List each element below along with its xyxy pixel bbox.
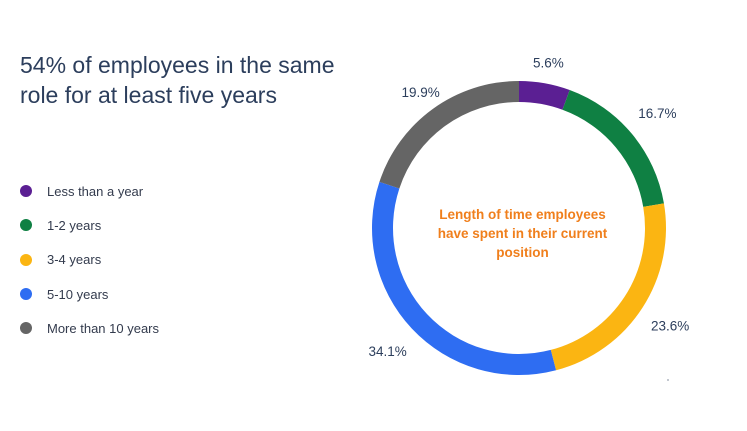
legend-item-3-4-years: 3-4 years	[20, 243, 159, 277]
donut-slice-3-4-years	[550, 203, 667, 371]
legend-label: 3-4 years	[47, 252, 102, 268]
donut-center-label: Length of time employees have spent in t…	[405, 205, 640, 262]
center-label-line-1: Length of time employees	[439, 207, 606, 222]
legend-item-1-2-years: 1-2 years	[20, 208, 159, 242]
center-label-line-3: position	[496, 245, 549, 260]
legend-swatch	[20, 288, 32, 301]
legend-swatch	[20, 219, 32, 232]
slice-value-label-less-than-a-year: 5.6%	[533, 56, 564, 71]
slice-value-label-more-than-10-years: 19.9%	[401, 85, 439, 100]
center-label-line-2: have spent in their current	[437, 226, 608, 241]
legend-label: 5-10 years	[47, 286, 109, 302]
legend-swatch	[20, 322, 32, 335]
donut-slice-more-than-10-years	[379, 81, 519, 189]
donut-slice-1-2-years	[562, 90, 664, 207]
chart-legend: Less than a year 1-2 years 3-4 years 5-1…	[20, 174, 159, 345]
legend-swatch	[20, 253, 32, 266]
slice-value-labels: 5.6% 16.7% 23.6% 34.1% 19.9%	[369, 56, 690, 360]
slice-value-label-5-10-years: 34.1%	[369, 344, 407, 359]
legend-item-5-10-years: 5-10 years	[20, 277, 159, 311]
legend-label: 1-2 years	[47, 217, 102, 233]
decorative-dot	[667, 379, 669, 381]
donut-slice-5-10-years	[372, 181, 557, 375]
donut-slice-less-than-a-year	[519, 81, 570, 110]
legend-swatch	[20, 185, 32, 198]
legend-item-less-than-a-year: Less than a year	[20, 174, 159, 208]
slice-value-label-1-2-years: 16.7%	[638, 106, 676, 121]
legend-label: More than 10 years	[47, 320, 160, 336]
legend-item-more-than-10-years: More than 10 years	[20, 311, 159, 345]
chart-title: 54% of employees in the same role for at…	[20, 52, 335, 108]
donut-slices	[372, 81, 667, 375]
slice-value-label-3-4-years: 23.6%	[651, 319, 689, 334]
legend-label: Less than a year	[47, 183, 144, 199]
